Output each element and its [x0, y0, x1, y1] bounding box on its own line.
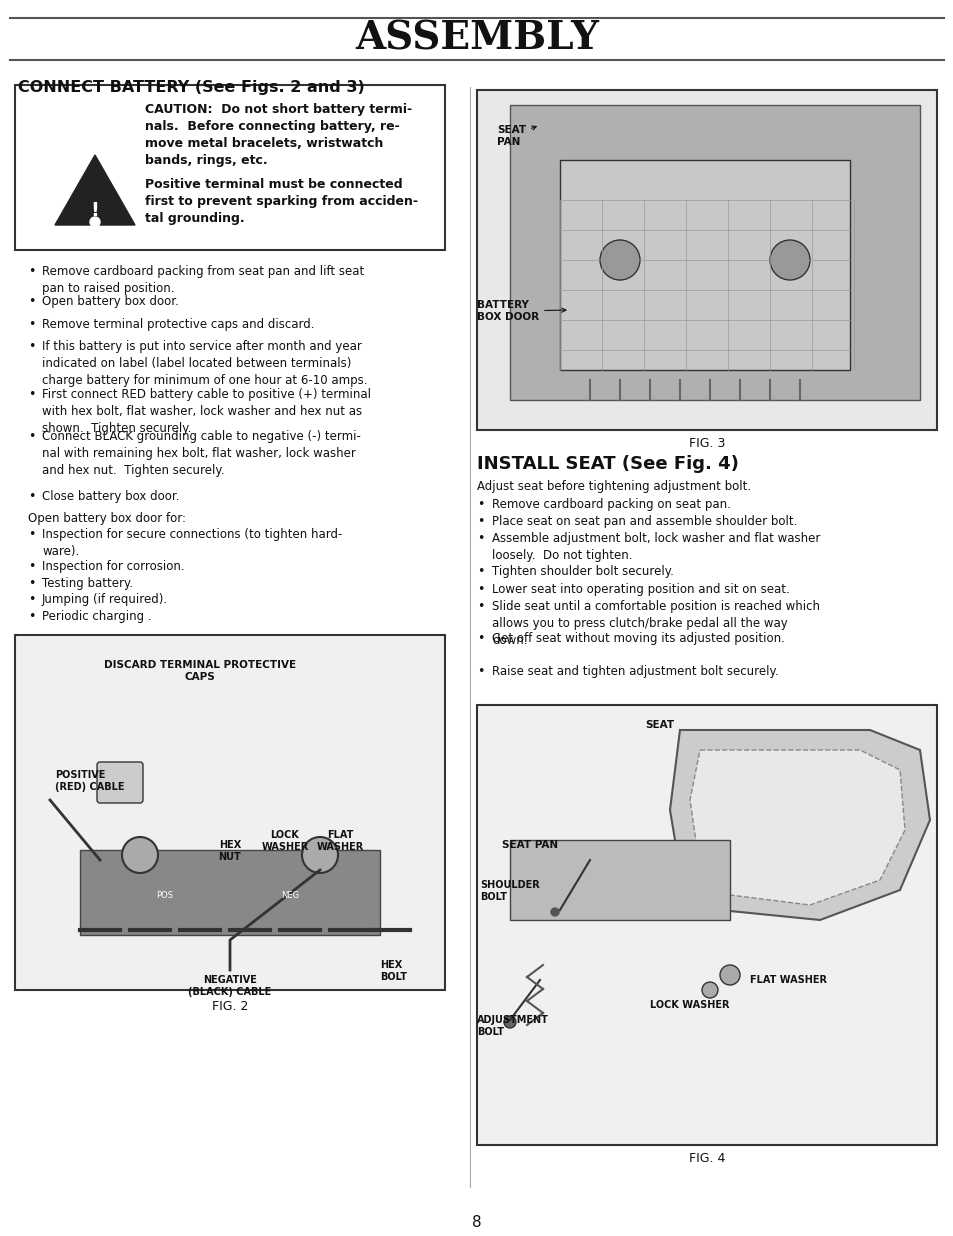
Text: •: • — [476, 498, 484, 510]
Text: •: • — [28, 593, 35, 606]
Circle shape — [122, 837, 158, 873]
FancyBboxPatch shape — [559, 159, 849, 370]
Text: •: • — [28, 528, 35, 541]
Text: CONNECT BATTERY (See Figs. 2 and 3): CONNECT BATTERY (See Figs. 2 and 3) — [18, 80, 364, 95]
Circle shape — [701, 981, 718, 997]
Text: SEAT
PAN: SEAT PAN — [497, 125, 536, 147]
Text: If this battery is put into service after month and year
indicated on label (lab: If this battery is put into service afte… — [42, 340, 367, 387]
Text: 8: 8 — [472, 1215, 481, 1230]
Text: First connect RED battery cable to positive (+) terminal
with hex bolt, flat was: First connect RED battery cable to posit… — [42, 388, 371, 435]
Text: Get off seat without moving its adjusted position.: Get off seat without moving its adjusted… — [492, 632, 784, 645]
Text: Adjust seat before tightening adjustment bolt.: Adjust seat before tightening adjustment… — [476, 480, 750, 493]
Text: FIG. 3: FIG. 3 — [688, 438, 724, 450]
Text: •: • — [476, 515, 484, 528]
Polygon shape — [510, 840, 729, 920]
Text: Inspection for corrosion.: Inspection for corrosion. — [42, 560, 185, 574]
Text: •: • — [28, 430, 35, 442]
Text: BATTERY
BOX DOOR: BATTERY BOX DOOR — [476, 300, 565, 323]
Text: Remove cardboard packing on seat pan.: Remove cardboard packing on seat pan. — [492, 498, 730, 510]
Circle shape — [503, 1016, 516, 1028]
Text: Open battery box door.: Open battery box door. — [42, 295, 179, 308]
FancyBboxPatch shape — [15, 85, 444, 250]
FancyBboxPatch shape — [80, 850, 379, 934]
Text: •: • — [28, 388, 35, 400]
Text: Place seat on seat pan and assemble shoulder bolt.: Place seat on seat pan and assemble shou… — [492, 515, 797, 528]
Text: Positive terminal must be connected
first to prevent sparking from acciden-
tal : Positive terminal must be connected firs… — [145, 178, 417, 225]
Text: HEX
NUT: HEX NUT — [218, 840, 241, 861]
FancyBboxPatch shape — [476, 90, 936, 430]
Text: •: • — [476, 583, 484, 596]
Text: LOCK
WASHER: LOCK WASHER — [261, 831, 309, 852]
Text: ASSEMBLY: ASSEMBLY — [355, 19, 598, 57]
Text: Open battery box door for:: Open battery box door for: — [28, 512, 186, 525]
Text: NEG: NEG — [280, 890, 298, 900]
Text: •: • — [476, 665, 484, 679]
Text: Remove cardboard packing from seat pan and lift seat
pan to raised position.: Remove cardboard packing from seat pan a… — [42, 265, 364, 295]
Circle shape — [720, 965, 740, 985]
Text: •: • — [476, 565, 484, 578]
Text: Remove terminal protective caps and discard.: Remove terminal protective caps and disc… — [42, 318, 314, 331]
FancyBboxPatch shape — [476, 705, 936, 1145]
Text: Connect BLACK grounding cable to negative (-) termi-
nal with remaining hex bolt: Connect BLACK grounding cable to negativ… — [42, 430, 360, 477]
Text: Lower seat into operating position and sit on seat.: Lower seat into operating position and s… — [492, 583, 789, 596]
Text: •: • — [28, 295, 35, 308]
Text: CAUTION:  Do not short battery termi-
nals.  Before connecting battery, re-
move: CAUTION: Do not short battery termi- nal… — [145, 103, 412, 167]
Text: Slide seat until a comfortable position is reached which
allows you to press clu: Slide seat until a comfortable position … — [492, 599, 820, 646]
Text: NEGATIVE
(BLACK) CABLE: NEGATIVE (BLACK) CABLE — [188, 975, 272, 996]
Text: SEAT: SEAT — [645, 721, 674, 730]
Text: FIG. 2: FIG. 2 — [212, 1000, 248, 1014]
Text: !: ! — [91, 200, 99, 220]
Text: POSITIVE
(RED) CABLE: POSITIVE (RED) CABLE — [55, 770, 125, 791]
Text: FLAT
WASHER: FLAT WASHER — [316, 831, 363, 852]
Text: Jumping (if required).: Jumping (if required). — [42, 593, 168, 606]
Text: •: • — [28, 318, 35, 331]
Text: •: • — [28, 489, 35, 503]
Text: •: • — [476, 531, 484, 545]
FancyBboxPatch shape — [97, 763, 143, 803]
Text: POS: POS — [156, 890, 173, 900]
Text: •: • — [28, 340, 35, 353]
Circle shape — [551, 908, 558, 916]
Text: Testing battery.: Testing battery. — [42, 577, 133, 590]
FancyBboxPatch shape — [15, 635, 444, 990]
Text: LOCK WASHER: LOCK WASHER — [649, 1000, 729, 1010]
Text: INSTALL SEAT (See Fig. 4): INSTALL SEAT (See Fig. 4) — [476, 455, 739, 473]
Text: HEX
BOLT: HEX BOLT — [379, 960, 407, 981]
Polygon shape — [510, 105, 919, 400]
Text: •: • — [28, 611, 35, 623]
Text: ADJUSTMENT
BOLT: ADJUSTMENT BOLT — [476, 1015, 548, 1037]
Circle shape — [302, 837, 337, 873]
Text: FIG. 4: FIG. 4 — [688, 1152, 724, 1166]
Polygon shape — [689, 750, 904, 905]
Text: •: • — [28, 265, 35, 278]
Text: SEAT PAN: SEAT PAN — [501, 840, 558, 850]
Text: FLAT WASHER: FLAT WASHER — [749, 975, 826, 985]
Text: •: • — [476, 632, 484, 645]
Text: •: • — [28, 577, 35, 590]
Text: Close battery box door.: Close battery box door. — [42, 489, 179, 503]
Text: Assemble adjustment bolt, lock washer and flat washer
loosely.  Do not tighten.: Assemble adjustment bolt, lock washer an… — [492, 531, 820, 562]
Text: DISCARD TERMINAL PROTECTIVE
CAPS: DISCARD TERMINAL PROTECTIVE CAPS — [104, 660, 295, 681]
Text: •: • — [476, 599, 484, 613]
Text: SHOULDER
BOLT: SHOULDER BOLT — [479, 880, 539, 901]
Text: Inspection for secure connections (to tighten hard-
ware).: Inspection for secure connections (to ti… — [42, 528, 342, 557]
Circle shape — [769, 240, 809, 281]
Circle shape — [90, 218, 100, 227]
Circle shape — [599, 240, 639, 281]
Text: Tighten shoulder bolt securely.: Tighten shoulder bolt securely. — [492, 565, 673, 578]
Text: Raise seat and tighten adjustment bolt securely.: Raise seat and tighten adjustment bolt s… — [492, 665, 778, 679]
Text: Periodic charging .: Periodic charging . — [42, 611, 152, 623]
Polygon shape — [55, 154, 135, 225]
Text: •: • — [28, 560, 35, 574]
Polygon shape — [669, 730, 929, 920]
